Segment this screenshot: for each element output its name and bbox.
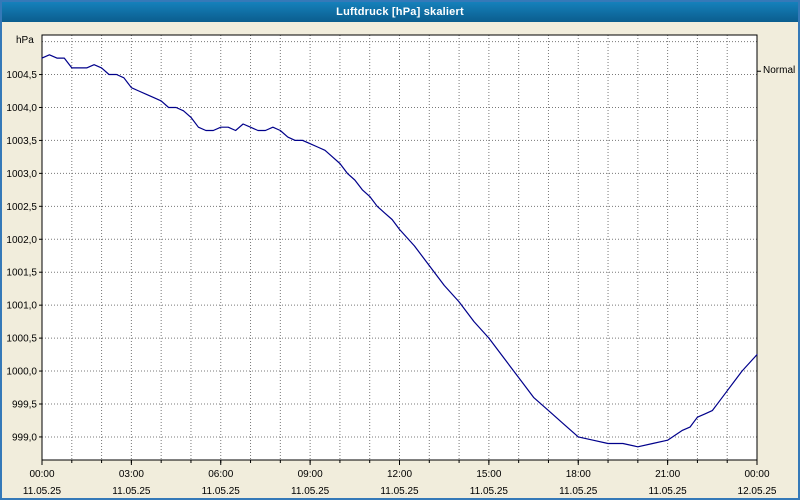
y-tick-label: 1004,0 [6,103,37,114]
x-tick-date-label: 12.05.25 [738,486,777,496]
x-tick-time-label: 09:00 [298,469,323,480]
x-tick-date-label: 11.05.25 [380,486,419,496]
y-tick-label: 1003,5 [6,136,37,147]
x-tick-date-label: 11.05.25 [23,486,62,496]
x-tick-time-label: 00:00 [29,469,54,480]
chart-area: hPa Normal 999,0 999,5 1000,0 1000,5 1001,0 1… [2,22,798,498]
window-titlebar: Luftdruck [hPa] skaliert [2,2,798,22]
y-tick-label: 1002,5 [6,202,37,213]
y-tick-label: 1000,0 [6,367,37,378]
x-tick-time-label: 12:00 [387,469,412,480]
y-axis-unit-label: hPa [16,35,34,46]
x-tick-time-label: 03:00 [119,469,144,480]
normal-marker-label: Normal [763,65,796,77]
x-tick-date-label: 11.05.25 [112,486,151,496]
x-tick-date-label: 11.05.25 [649,486,688,496]
y-tick-label: 1000,5 [6,334,37,345]
x-tick-time-label: 21:00 [655,469,680,480]
y-tick-label: 1001,0 [6,301,37,312]
x-tick-date-label: 11.05.25 [202,486,241,496]
window-title: Luftdruck [hPa] skaliert [336,6,464,18]
y-tick-label: 1004,5 [6,70,37,81]
y-tick-label: 1002,0 [6,235,37,246]
y-tick-label: 999,0 [12,432,37,443]
x-tick-time-label: 06:00 [208,469,233,480]
x-tick-date-label: 11.05.25 [470,486,509,496]
y-tick-label: 999,5 [12,399,37,410]
x-tick-date-label: 11.05.25 [559,486,598,496]
x-tick-time-label: 15:00 [476,469,501,480]
pressure-series-line [41,54,758,448]
y-tick-label: 1001,5 [6,268,37,279]
pressure-line-chart: 999,0 999,5 1000,0 1000,5 1001,0 1001,5 1002,0… [6,34,777,496]
x-tick-time-label: 00:00 [744,469,769,480]
x-tick-date-label: 11.05.25 [291,486,330,496]
y-tick-label: 1003,0 [6,169,37,180]
x-tick-time-label: 18:00 [566,469,591,480]
